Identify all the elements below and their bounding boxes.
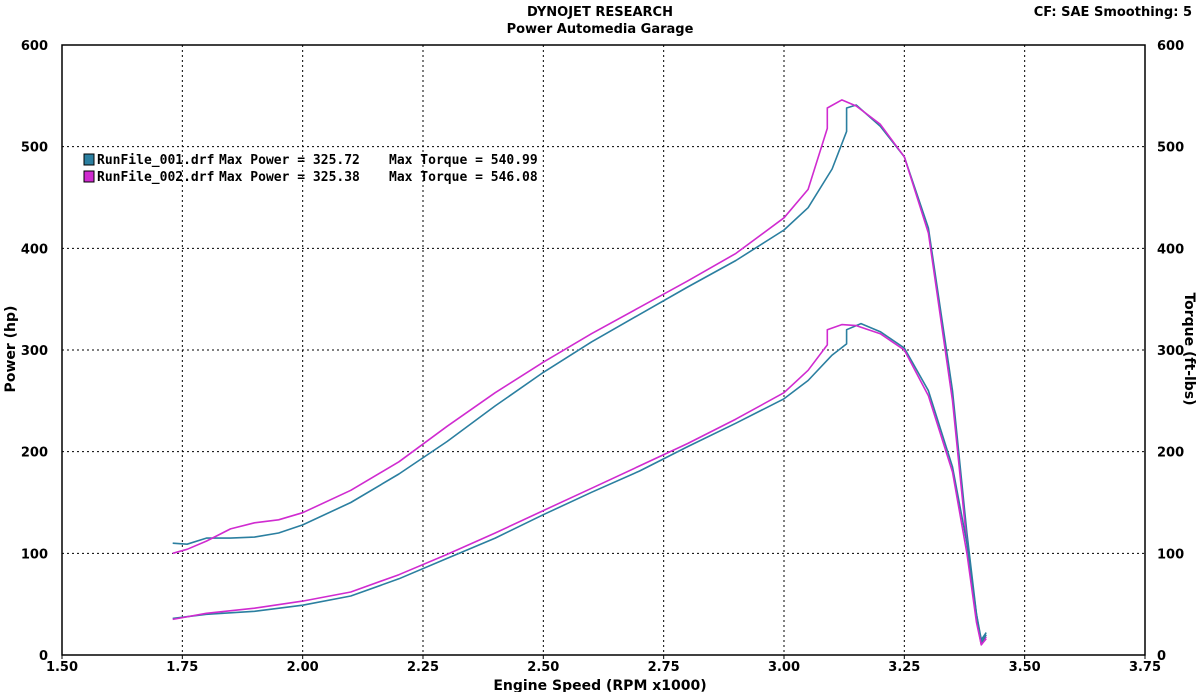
y-tick-label-right: 100 bbox=[1157, 547, 1184, 562]
y-tick-label-left: 600 bbox=[21, 39, 48, 54]
x-axis-label: Engine Speed (RPM x1000) bbox=[493, 678, 706, 692]
correction-factor-info: CF: SAE Smoothing: 5 bbox=[1033, 5, 1192, 20]
grid-layer bbox=[62, 45, 1145, 655]
legend-run1-max-power: Max Power = 325.72 bbox=[219, 153, 360, 168]
x-tick-label: 1.50 bbox=[46, 660, 78, 675]
x-tick-label: 1.75 bbox=[166, 660, 198, 675]
x-tick-label: 2.25 bbox=[407, 660, 439, 675]
x-tick-label: 2.50 bbox=[527, 660, 559, 675]
y-tick-label-right: 300 bbox=[1157, 344, 1184, 359]
y-tick-label-right: 200 bbox=[1157, 446, 1184, 461]
x-tick-label: 3.25 bbox=[888, 660, 920, 675]
series-line-runfile-001-drf-power bbox=[172, 322, 987, 644]
series-line-runfile-001-drf-torque bbox=[172, 104, 987, 641]
legend-run2-max-torque: Max Torque = 546.08 bbox=[389, 170, 538, 185]
y-axis-label-right: Torque (ft-lbs) bbox=[1181, 292, 1197, 405]
legend-swatch-run1 bbox=[83, 153, 95, 166]
y-tick-label-right: 600 bbox=[1157, 39, 1184, 54]
y-tick-label-left: 300 bbox=[21, 344, 48, 359]
legend-swatch-run2 bbox=[83, 170, 95, 183]
legend-run2-max-power: Max Power = 325.38 bbox=[219, 170, 360, 185]
legend-run1-name: RunFile_001.drf bbox=[97, 153, 214, 168]
x-tick-label: 3.00 bbox=[768, 660, 800, 675]
y-tick-label-left: 200 bbox=[21, 446, 48, 461]
chart-subtitle: Power Automedia Garage bbox=[506, 22, 694, 37]
chart-title: DYNOJET RESEARCH bbox=[527, 5, 673, 20]
x-tick-label: 2.75 bbox=[648, 660, 680, 675]
y-axis-label-left: Power (hp) bbox=[3, 306, 19, 393]
plot-frame bbox=[61, 44, 1146, 656]
y-tick-label-left: 100 bbox=[21, 547, 48, 562]
series-line-runfile-002-drf-torque bbox=[172, 99, 987, 646]
y-tick-label-left: 400 bbox=[21, 242, 48, 257]
y-tick-label-left: 500 bbox=[21, 141, 48, 156]
y-tick-label-right: 500 bbox=[1157, 141, 1184, 156]
y-tick-label-left: 0 bbox=[39, 649, 48, 664]
legend-run2-name: RunFile_002.drf bbox=[97, 170, 214, 185]
series-layer bbox=[172, 99, 987, 646]
x-tick-label: 3.50 bbox=[1009, 660, 1041, 675]
y-tick-label-right: 0 bbox=[1157, 649, 1166, 664]
x-tick-label: 2.00 bbox=[287, 660, 319, 675]
series-line-runfile-002-drf-power bbox=[172, 323, 987, 646]
tick-labels: 1.50 1.75 2.00 2.25 2.50 2.75 3.00 3.25 3.50 3.75… bbox=[21, 39, 1184, 675]
y-tick-label-right: 400 bbox=[1157, 242, 1184, 257]
x-tick-label: 3.75 bbox=[1129, 660, 1161, 675]
legend: RunFile_001.drf Max Power = 325.72 Max T… bbox=[83, 153, 538, 185]
legend-run1-max-torque: Max Torque = 540.99 bbox=[389, 153, 538, 168]
